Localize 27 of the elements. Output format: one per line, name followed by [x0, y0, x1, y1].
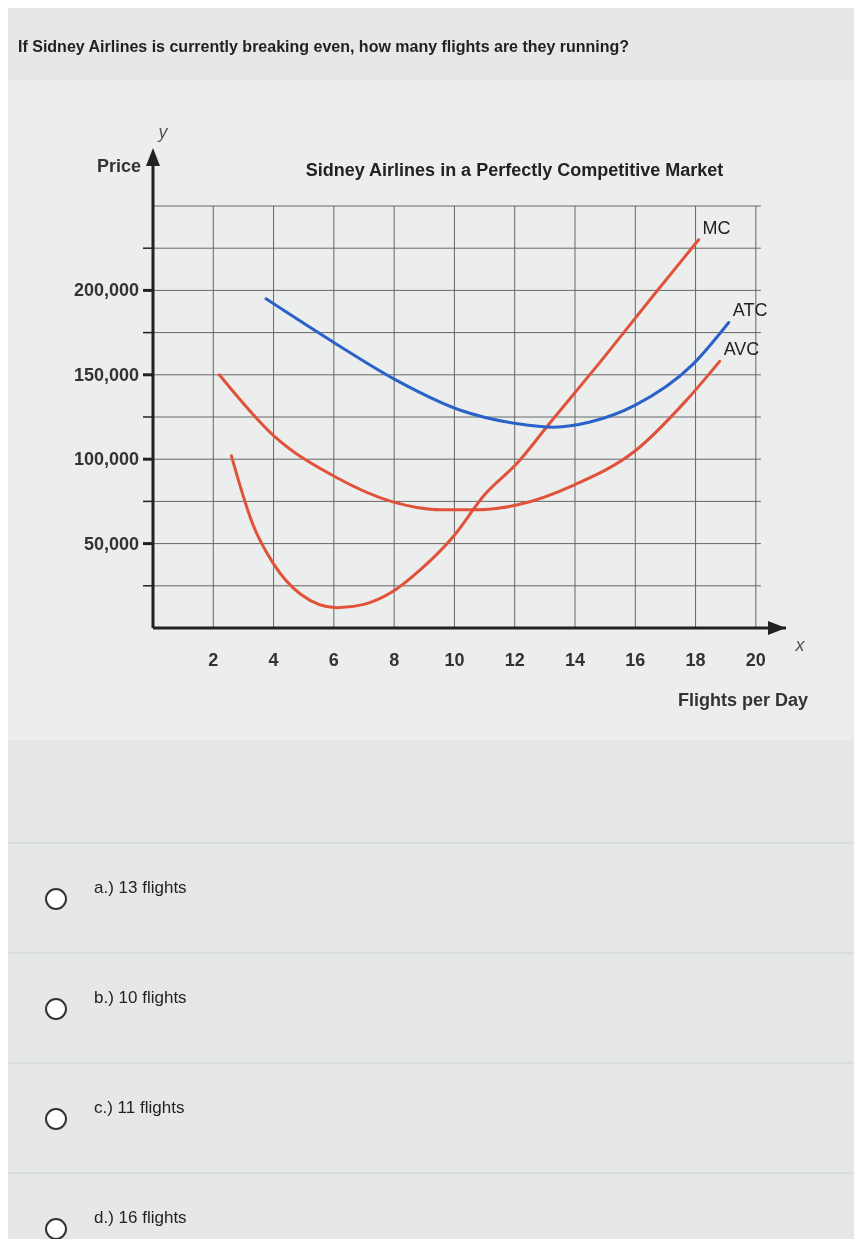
- chart-title: Sidney Airlines in a Perfectly Competitive Market: [305, 160, 724, 180]
- x-tick-label: 12: [504, 650, 525, 670]
- text: x: [794, 635, 806, 655]
- x-axis-title: Flights per Day: [677, 690, 808, 710]
- text: d.) 16 flights: [94, 1208, 187, 1227]
- y-tick-label: 100,000: [73, 449, 139, 470]
- y-tick-label: 200,000: [73, 280, 139, 301]
- text: a.) 13 flights: [94, 878, 187, 897]
- text: c.) 11 flights: [94, 1098, 185, 1117]
- x-tick-label: 10: [444, 650, 465, 670]
- series-label: AVC: [723, 339, 760, 360]
- x-tick-label: 16: [625, 650, 646, 670]
- x-tick-label: 14: [564, 650, 586, 670]
- text: y: [156, 122, 169, 142]
- x-tick-label: 20: [745, 650, 766, 670]
- x-tick-label: 8: [389, 650, 400, 670]
- x-tick-label: 4: [268, 650, 279, 670]
- y-tick-label: 150,000: [73, 364, 139, 385]
- x-tick-label: 2: [208, 650, 219, 670]
- y-tick-label: 50,000: [83, 533, 139, 554]
- x-tick-label: 6: [328, 650, 339, 670]
- x-tick-label: 18: [685, 650, 706, 670]
- y-axis-title: Price: [96, 156, 141, 176]
- series-label: ATC: [732, 300, 768, 321]
- text: If Sidney Airlines is currently breaking even, how many flights are they running?: [18, 38, 630, 55]
- text: b.) 10 flights: [94, 988, 187, 1007]
- series-label: MC: [702, 217, 731, 238]
